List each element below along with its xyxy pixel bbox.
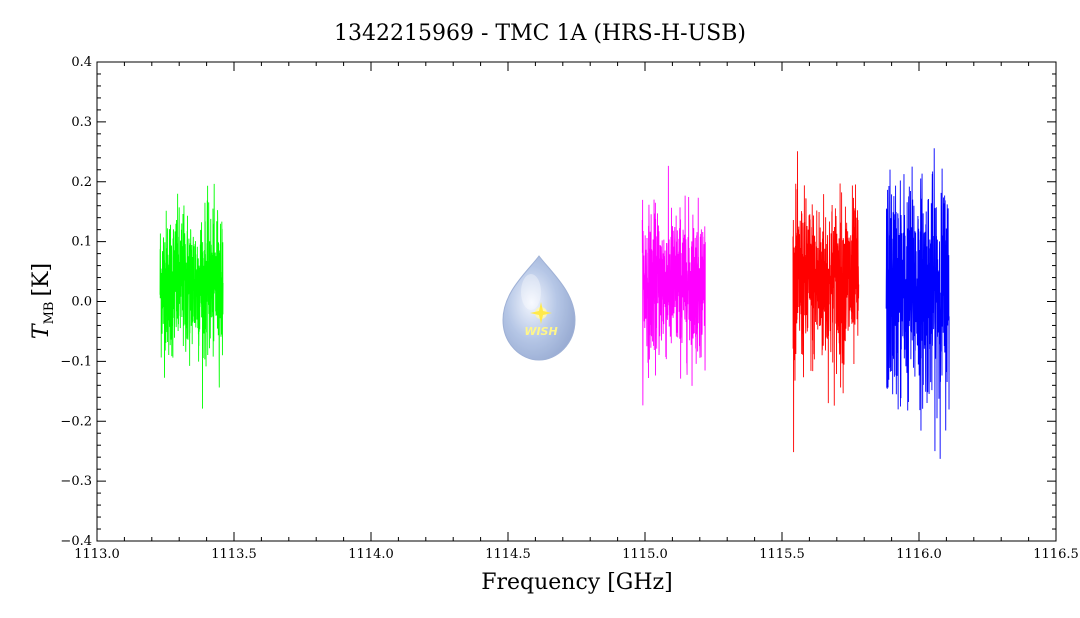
y-tick-label: 0.3 xyxy=(71,115,92,130)
y-tick-label: 0.2 xyxy=(71,175,92,190)
x-axis-label: Frequency [GHz] xyxy=(481,570,673,595)
x-tick-label: 1116.0 xyxy=(896,547,942,562)
y-tick-label: −0.1 xyxy=(60,354,92,369)
y-tick-label: 0.1 xyxy=(71,235,92,250)
x-tick-label: 1114.5 xyxy=(485,547,531,562)
y-tick-label: −0.2 xyxy=(60,414,92,429)
x-tick-labels: 1113.0 1113.5 1114.0 1114.5 1115.0 1115.5 1116… xyxy=(74,547,1079,562)
y-tick-labels: −0.4 −0.3 −0.2 −0.1 0.0 0.1 0.2 0.3 0.4 xyxy=(60,55,92,549)
axis-ticks xyxy=(96,61,1057,542)
y-tick-label: 0.4 xyxy=(71,55,92,70)
series-layer xyxy=(159,148,950,459)
x-tick-label: 1116.5 xyxy=(1033,547,1079,562)
x-tick-label: 1115.0 xyxy=(622,547,668,562)
chart-title: 1342215969 - TMC 1A (HRS-H-USB) xyxy=(334,21,746,46)
series-line-1 xyxy=(159,183,224,409)
x-tick-label: 1113.5 xyxy=(211,547,257,562)
star-icon xyxy=(530,302,552,324)
x-tick-label: 1113.0 xyxy=(74,547,120,562)
y-axis-label-main: T xyxy=(29,322,54,339)
y-tick-label: 0.0 xyxy=(71,295,92,310)
wish-logo: WISH xyxy=(502,255,576,361)
y-axis-label: TMB [K] xyxy=(29,263,57,339)
x-tick-label: 1115.5 xyxy=(759,547,805,562)
series-line-4 xyxy=(885,148,950,459)
series-line-3 xyxy=(792,151,860,453)
y-axis-label-unit: [K] xyxy=(29,263,54,297)
x-tick-label: 1114.0 xyxy=(348,547,394,562)
plot-frame xyxy=(96,61,1057,542)
y-tick-label: −0.3 xyxy=(60,474,92,489)
series-line-2 xyxy=(641,165,706,406)
y-axis-label-sub: MB xyxy=(42,302,57,325)
y-tick-label: −0.4 xyxy=(60,534,92,549)
svg-text:TMB[K]: TMB [K] xyxy=(29,263,57,339)
logo-text: WISH xyxy=(524,325,557,338)
